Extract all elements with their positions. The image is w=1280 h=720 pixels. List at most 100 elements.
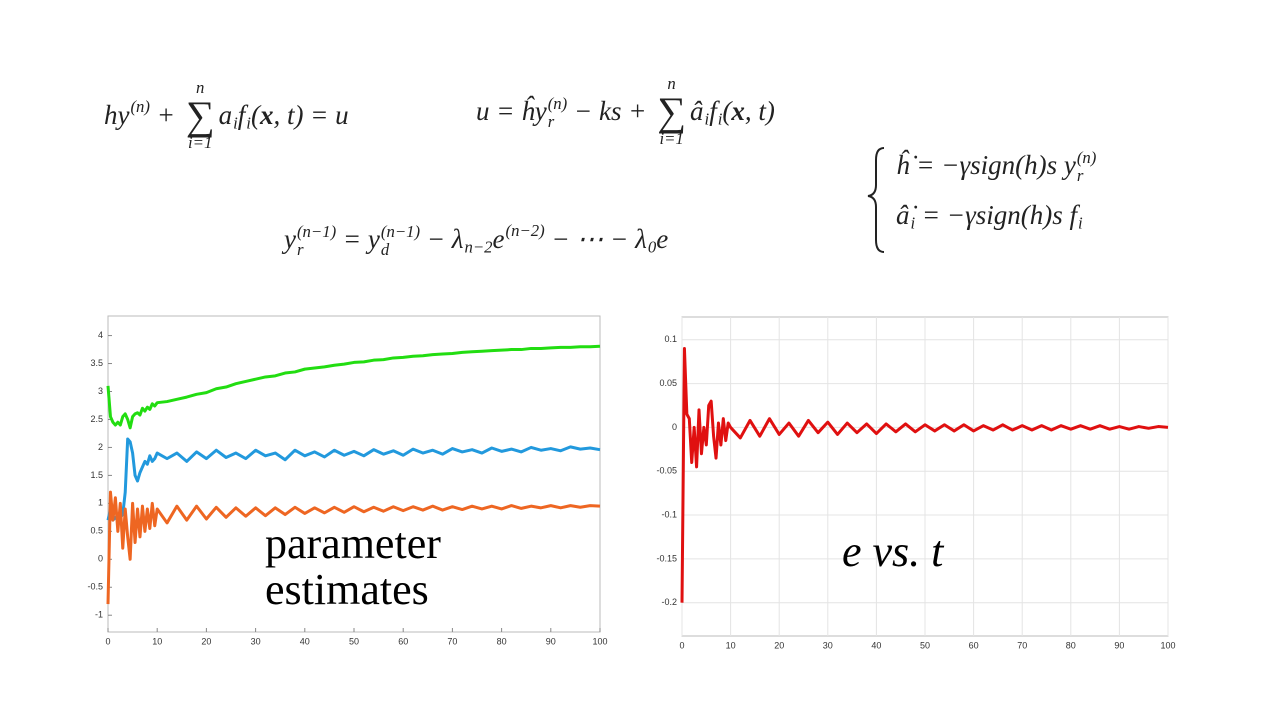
equation: u = ĥy (n) r − ks + n ∑ i=1 â i f i(x, t) xyxy=(476,74,775,149)
math-text: y xyxy=(284,224,296,255)
math-bold: x xyxy=(731,96,745,127)
summation: n ∑ i=1 xyxy=(657,74,687,149)
data-line xyxy=(106,437,601,522)
y-tick-label: -0.1 xyxy=(661,509,677,519)
superscript: (n) xyxy=(1076,147,1097,167)
math-text: − ⋯ − λ xyxy=(544,224,647,255)
y-tick-label: 3 xyxy=(98,386,103,396)
math-text: = y xyxy=(336,224,380,255)
superscript: (n) xyxy=(547,94,568,114)
x-tick-label: 20 xyxy=(201,636,211,646)
data-line xyxy=(106,490,601,605)
math-bold: x xyxy=(259,100,274,131)
script: (n) xyxy=(130,98,150,116)
subscript: 0 xyxy=(647,237,657,257)
subscript: r xyxy=(296,239,304,259)
script: i xyxy=(233,115,238,133)
script: i xyxy=(246,115,251,133)
script: i xyxy=(718,111,723,129)
sum-lower: i=1 xyxy=(188,133,213,153)
subscript: i xyxy=(704,109,710,129)
x-tick-label: 30 xyxy=(823,640,833,650)
math-text: , t) xyxy=(744,96,775,127)
sum-upper: n xyxy=(667,74,676,93)
math-text: u = ĥy xyxy=(476,96,547,127)
x-tick-label: 80 xyxy=(1066,640,1076,650)
data-line xyxy=(106,344,601,430)
y-tick-label: 0.5 xyxy=(90,526,103,536)
x-tick-label: 0 xyxy=(105,636,110,646)
math-text: f xyxy=(709,96,717,127)
script: (n) r xyxy=(1077,149,1097,184)
subscript: i xyxy=(233,113,238,133)
sum-sign: ∑ xyxy=(185,92,215,138)
x-tick-label: 70 xyxy=(1017,640,1027,650)
y-tick-label: 0.05 xyxy=(659,378,677,388)
sum-sign: ∑ xyxy=(657,88,687,134)
math-text: e xyxy=(656,224,669,255)
script: (n) r xyxy=(548,95,568,130)
annotation: e vs. t xyxy=(842,527,945,576)
math-text: â xyxy=(690,96,704,127)
y-tick-label: 2 xyxy=(98,442,103,452)
math-text: â̇ xyxy=(896,200,910,230)
y-tick-label: 0.1 xyxy=(664,334,677,344)
subscript: i xyxy=(246,113,251,133)
equation: hy (n) + n ∑ i=1 a i f i(x, t) = u xyxy=(104,78,349,153)
annotation: estimates xyxy=(265,565,429,614)
subscript: d xyxy=(380,239,390,259)
subscript: i xyxy=(910,213,916,233)
y-tick-label: -0.15 xyxy=(656,553,677,563)
x-tick-label: 80 xyxy=(497,636,507,646)
x-tick-label: 100 xyxy=(1160,640,1175,650)
y-tick-label: -0.2 xyxy=(661,597,677,607)
y-tick-label: 4 xyxy=(98,330,103,340)
x-tick-label: 40 xyxy=(871,640,881,650)
math-text: a xyxy=(218,100,233,131)
math-text: + xyxy=(150,100,182,131)
summation: n ∑ i=1 xyxy=(185,78,215,153)
script: (n−1) d xyxy=(381,223,420,258)
x-tick-label: 70 xyxy=(447,636,457,646)
math-text: ( xyxy=(722,96,732,127)
x-tick-label: 10 xyxy=(726,640,736,650)
math-text: ĥ̇ = −γsign(h)s y xyxy=(896,150,1076,181)
x-tick-label: 10 xyxy=(152,636,162,646)
subscript: r xyxy=(547,111,555,131)
x-tick-label: 30 xyxy=(251,636,261,646)
equation: ĥ̇ = −γsign(h)s y (n) r xyxy=(896,148,1097,184)
script: (n−1) r xyxy=(297,223,336,258)
math-text: , t) = u xyxy=(273,100,349,131)
script: n−2 xyxy=(465,238,493,256)
sum-lower: i=1 xyxy=(659,129,684,149)
y-tick-label: 3.5 xyxy=(90,358,103,368)
x-tick-label: 50 xyxy=(920,640,930,650)
y-tick-label: 0 xyxy=(98,554,103,564)
subscript: i xyxy=(1078,213,1083,233)
math-text: ( xyxy=(250,100,260,131)
script: (n−2) xyxy=(506,221,545,240)
y-tick-label: 1.5 xyxy=(90,470,103,480)
math-text: hy xyxy=(104,100,130,131)
math-text: − λ xyxy=(420,224,464,255)
sum-upper: n xyxy=(195,78,205,97)
x-tick-label: 60 xyxy=(969,640,979,650)
x-tick-label: 40 xyxy=(300,636,310,646)
y-tick-label: 0 xyxy=(672,422,677,432)
math-text: = −γsign(h)s f xyxy=(915,200,1077,230)
x-tick-label: 60 xyxy=(398,636,408,646)
x-tick-label: 0 xyxy=(679,640,684,650)
y-tick-label: -0.5 xyxy=(87,582,103,592)
superscript: (n−1) xyxy=(380,221,421,241)
y-tick-label: -1 xyxy=(95,610,103,620)
script: i xyxy=(911,214,916,232)
x-tick-label: 20 xyxy=(774,640,784,650)
x-tick-label: 50 xyxy=(349,636,359,646)
y-tick-label: 2.5 xyxy=(90,414,103,424)
y-tick-label: 1 xyxy=(98,498,103,508)
subscript: i xyxy=(717,109,723,129)
